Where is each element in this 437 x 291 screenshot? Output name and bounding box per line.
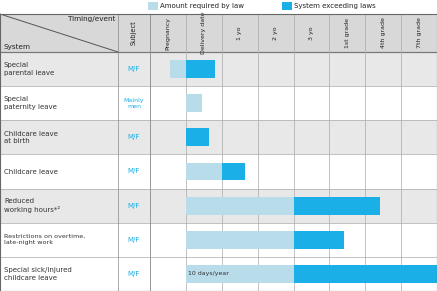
Text: Restrictions on overtime,
late-night work: Restrictions on overtime, late-night wor… [4,234,85,245]
Text: M/F: M/F [128,203,140,209]
Bar [186,163,222,180]
Text: 2 yo: 2 yo [273,26,278,40]
Bar [186,197,294,214]
Text: System: System [3,44,30,50]
Bar [222,163,245,180]
Text: M/F: M/F [128,134,140,140]
Text: Childcare leave: Childcare leave [4,168,58,175]
Bar [170,60,186,78]
Text: 1 yo: 1 yo [237,26,242,40]
Text: Delivery date: Delivery date [201,12,206,54]
Bar [186,231,294,249]
Bar [0,189,437,223]
Text: System exceeding laws: System exceeding laws [294,3,376,9]
Text: Amount required by law: Amount required by law [160,3,244,9]
Text: M/F: M/F [128,237,140,243]
Bar [186,60,215,78]
Bar [294,197,380,214]
Bar [148,2,158,10]
Text: 7th grade: 7th grade [416,17,422,48]
Bar [0,120,437,155]
Text: Special
parental leave: Special parental leave [4,62,54,76]
Text: Special
paternity leave: Special paternity leave [4,96,57,110]
Bar [0,257,437,291]
Bar [294,265,437,283]
Text: 10 days/year: 10 days/year [188,272,229,276]
Text: Timing/event: Timing/event [68,16,115,22]
Text: 1st grade: 1st grade [345,18,350,48]
Text: 4th grade: 4th grade [381,17,386,48]
Text: 3 yo: 3 yo [309,26,314,40]
Bar [0,223,437,257]
Text: Pregnancy: Pregnancy [166,17,170,49]
Bar [0,86,437,120]
Bar [294,231,344,249]
Bar [0,155,437,189]
Text: M/F: M/F [128,168,140,175]
Text: Subject: Subject [131,21,137,45]
Bar [0,14,437,52]
Bar [186,129,209,146]
Bar [0,52,437,86]
Text: M/F: M/F [128,271,140,277]
Text: Mainly
men: Mainly men [124,98,144,109]
Text: M/F: M/F [128,66,140,72]
Text: Reduced
working hours*²: Reduced working hours*² [4,198,60,213]
Bar [186,94,202,112]
Text: Special sick/injured
childcare leave: Special sick/injured childcare leave [4,267,72,281]
Bar [186,265,294,283]
Text: Childcare leave
at birth: Childcare leave at birth [4,131,58,144]
Bar [282,2,292,10]
